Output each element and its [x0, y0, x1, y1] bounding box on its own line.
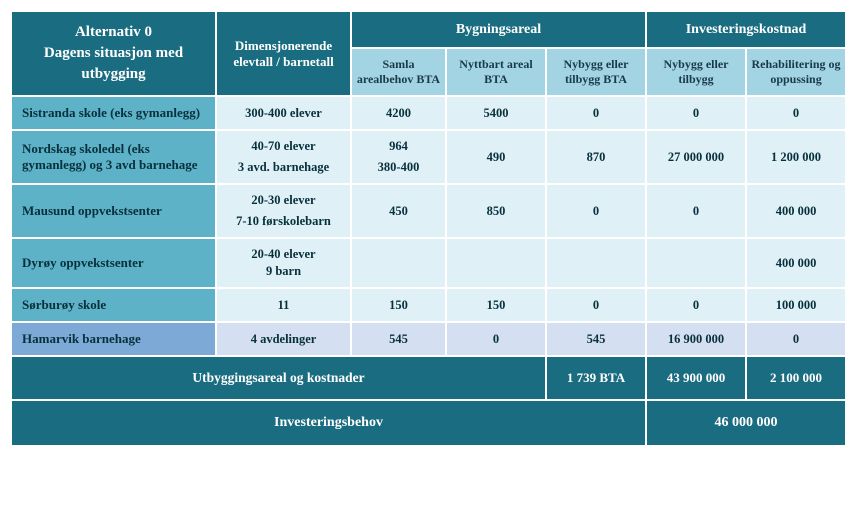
row-label: Nordskag skoledel (eks gymanlegg) og 3 a…	[11, 130, 216, 184]
cell-rehab: 100 000	[746, 288, 846, 322]
row-label: Dyrøy oppvekstsenter	[11, 238, 216, 288]
cell-dim: 300-400 elever	[216, 96, 351, 130]
cell-nybygg-bta: 0	[546, 184, 646, 238]
cell-nybygg-kost: 0	[646, 96, 746, 130]
inv-label: Investeringsbehov	[11, 400, 646, 446]
cell-nytt: 850	[446, 184, 546, 238]
cell-nytt	[446, 238, 546, 288]
sum-nybygg: 43 900 000	[646, 356, 746, 400]
title-line2: Dagens situasjon med utbygging	[44, 45, 183, 82]
cell-nytt: 5400	[446, 96, 546, 130]
cell-dim: 11	[216, 288, 351, 322]
cell-nybygg-kost: 0	[646, 288, 746, 322]
table-row: Sistranda skole (eks gymanlegg) 300-400 …	[11, 96, 846, 130]
group-bygg: Bygningsareal	[351, 11, 646, 48]
cell-nybygg-bta: 0	[546, 288, 646, 322]
cell-samla: 150	[351, 288, 446, 322]
cell-nytt: 150	[446, 288, 546, 322]
cell-samla: 450	[351, 184, 446, 238]
header-row-1: Alternativ 0 Dagens situasjon med utbygg…	[11, 11, 846, 48]
inv-total: 46 000 000	[646, 400, 846, 446]
cell-nybygg-kost: 27 000 000	[646, 130, 746, 184]
cell-nybygg-kost: 0	[646, 184, 746, 238]
row-label: Mausund oppvekstsenter	[11, 184, 216, 238]
table-row: Dyrøy oppvekstsenter 20-40 elever 9 barn…	[11, 238, 846, 288]
table-row: Hamarvik barnehage 4 avdelinger 545 0 54…	[11, 322, 846, 356]
title-line1: Alternativ 0	[75, 24, 152, 40]
sub-nybygg-bta: Nybygg eller tilbygg BTA	[546, 48, 646, 96]
sum-label: Utbyggingsareal og kostnader	[11, 356, 546, 400]
cell-dim: 20-30 elever 7-10 førskolebarn	[216, 184, 351, 238]
sum-bta: 1 739 BTA	[546, 356, 646, 400]
cell-rehab: 0	[746, 322, 846, 356]
cell-rehab: 0	[746, 96, 846, 130]
cell-nybygg-kost: 16 900 000	[646, 322, 746, 356]
table-row: Sørburøy skole 11 150 150 0 0 100 000	[11, 288, 846, 322]
inv-row: Investeringsbehov 46 000 000	[11, 400, 846, 446]
row-label: Hamarvik barnehage	[11, 322, 216, 356]
cell-dim: 20-40 elever 9 barn	[216, 238, 351, 288]
cell-samla	[351, 238, 446, 288]
sum-rehab: 2 100 000	[746, 356, 846, 400]
cell-nybygg-kost	[646, 238, 746, 288]
cell-samla: 4200	[351, 96, 446, 130]
sum-row: Utbyggingsareal og kostnader 1 739 BTA 4…	[11, 356, 846, 400]
cell-dim: 4 avdelinger	[216, 322, 351, 356]
row-label: Sistranda skole (eks gymanlegg)	[11, 96, 216, 130]
cell-dim: 40-70 elever 3 avd. barnehage	[216, 130, 351, 184]
alternativ-table: Alternativ 0 Dagens situasjon med utbygg…	[10, 10, 847, 447]
col-dim: Dimensjonerende elevtall / barnetall	[216, 11, 351, 96]
cell-nybygg-bta: 870	[546, 130, 646, 184]
sub-nybygg-kost: Nybygg eller tilbygg	[646, 48, 746, 96]
table-row: Nordskag skoledel (eks gymanlegg) og 3 a…	[11, 130, 846, 184]
title-cell: Alternativ 0 Dagens situasjon med utbygg…	[11, 11, 216, 96]
cell-rehab: 1 200 000	[746, 130, 846, 184]
cell-nybygg-bta	[546, 238, 646, 288]
group-inv: Investeringskostnad	[646, 11, 846, 48]
table-row: Mausund oppvekstsenter 20-30 elever 7-10…	[11, 184, 846, 238]
sub-nytt: Nyttbart areal BTA	[446, 48, 546, 96]
cell-nybygg-bta: 0	[546, 96, 646, 130]
cell-samla: 964 380-400	[351, 130, 446, 184]
row-label: Sørburøy skole	[11, 288, 216, 322]
cell-nybygg-bta: 545	[546, 322, 646, 356]
cell-nytt: 490	[446, 130, 546, 184]
sub-rehab: Rehabilitering og oppussing	[746, 48, 846, 96]
cell-nytt: 0	[446, 322, 546, 356]
cell-samla: 545	[351, 322, 446, 356]
cell-rehab: 400 000	[746, 184, 846, 238]
cell-rehab: 400 000	[746, 238, 846, 288]
sub-samla: Samla arealbehov BTA	[351, 48, 446, 96]
